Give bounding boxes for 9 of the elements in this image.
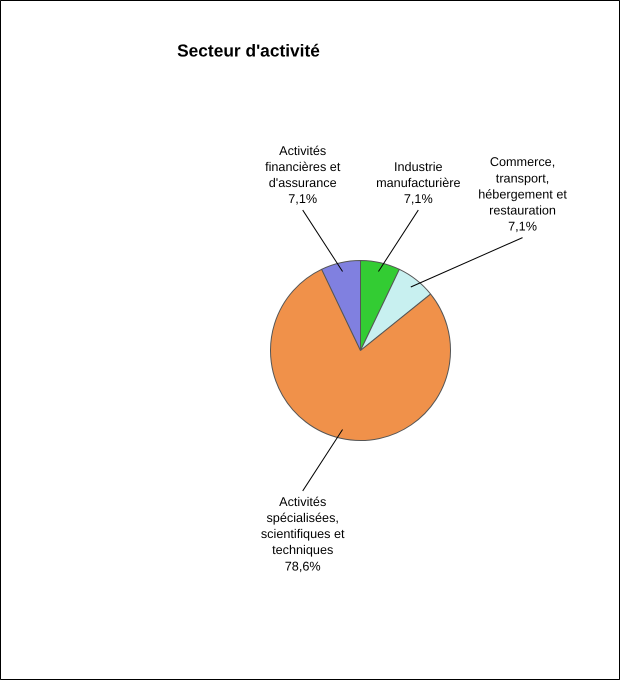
slice-label: Activités financières et d'assurance bbox=[265, 144, 341, 190]
data-label: 78,6% bbox=[284, 559, 321, 574]
chart-title: Secteur d'activité bbox=[177, 40, 320, 60]
slice-label: Industrie manufacturière bbox=[376, 160, 461, 190]
slice-label: Activités spécialisées, scientifiques et techniques bbox=[260, 494, 346, 558]
data-label: 7,1% bbox=[404, 192, 433, 206]
slice-label: Commerce, transport, hébergement et restauration bbox=[478, 155, 568, 218]
data-label: 7,1% bbox=[288, 192, 318, 206]
data-label: 7,1% bbox=[508, 220, 537, 234]
